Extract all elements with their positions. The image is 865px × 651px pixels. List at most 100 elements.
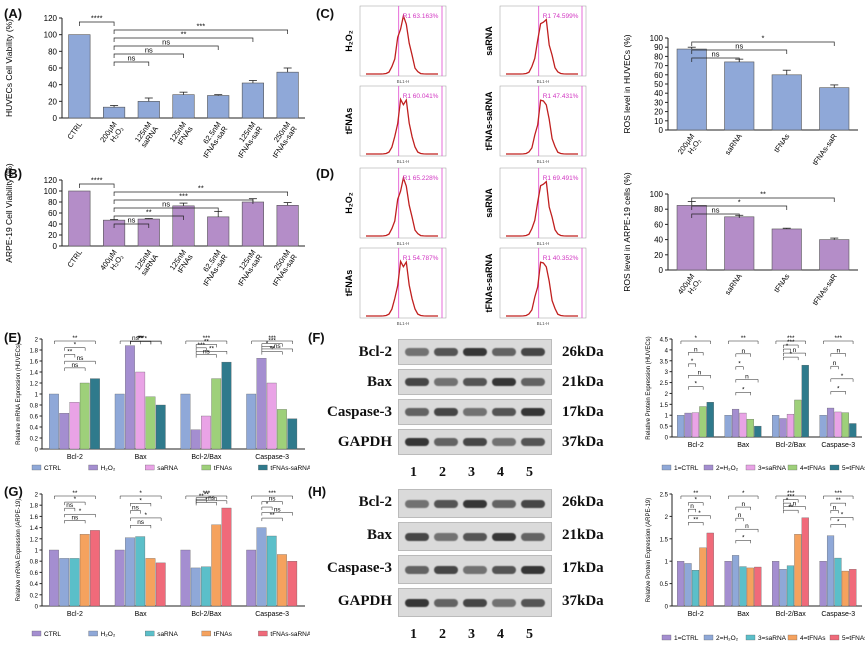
y-tick-label: 80 xyxy=(48,198,57,207)
bar xyxy=(256,358,267,450)
x-tick-label: 200μMH₂O₂ xyxy=(98,120,125,149)
y-tick-label: 2 xyxy=(665,515,669,521)
x-tick-label: Bax xyxy=(737,442,750,449)
significance-label: ns xyxy=(132,335,140,342)
legend-swatch xyxy=(661,634,672,641)
blot-band xyxy=(521,408,545,416)
legend-label: tFNAs-saRNA xyxy=(270,465,310,472)
y-tick-label: 2.5 xyxy=(660,381,669,387)
significance-label: *** xyxy=(196,22,205,31)
blot-band xyxy=(463,598,487,607)
significance-label: ** xyxy=(204,492,210,499)
significance-label: * xyxy=(694,497,697,504)
blot-protein-label: Bax xyxy=(366,374,392,390)
significance-bracket xyxy=(64,513,96,518)
significance-label: ** xyxy=(198,184,204,193)
y-tick-label: 50 xyxy=(654,80,663,89)
significance-label: * xyxy=(789,351,792,358)
significance-label: ns xyxy=(712,206,720,215)
significance-label: ** xyxy=(270,512,276,519)
chart-g-mrna-arpe19: 0 0.2 0.4 0.6 0.8 1 1.2 1.4 1.6 1.8 2 Relative mRNA… xyxy=(16,490,310,638)
significance-label: ns xyxy=(203,349,211,356)
significance-bracket xyxy=(195,347,207,351)
significance-bracket xyxy=(251,340,293,344)
bar xyxy=(155,562,166,607)
significance-bracket xyxy=(775,340,806,344)
blot-band xyxy=(463,565,487,574)
significance-bracket xyxy=(195,502,217,506)
bar xyxy=(137,218,160,247)
bar xyxy=(819,561,827,607)
y-tick-label: 2 xyxy=(35,338,39,344)
blot-lane-number: 3 xyxy=(468,465,475,480)
western-blot-h: Bcl-2 26kDa Bax 21kDa Caspase-3 17kDa GAPDH 37k… xyxy=(310,485,640,645)
significance-label: *** xyxy=(268,490,276,497)
bar xyxy=(79,382,90,450)
significance-label: ns xyxy=(145,46,153,55)
bar xyxy=(677,561,685,607)
significance-label: * xyxy=(266,501,269,508)
y-tick-label: 0 xyxy=(659,266,664,275)
x-tick-label: tFNAs xyxy=(772,272,791,294)
legend-label: tFNAs xyxy=(214,465,233,472)
significance-label: * xyxy=(742,386,745,393)
legend-label: 2=H₂O₂ xyxy=(716,465,739,472)
blot-band xyxy=(521,378,545,386)
bar xyxy=(786,413,795,438)
histogram-curve xyxy=(506,18,578,75)
legend-swatch xyxy=(745,464,756,471)
flow-sample-label: tFNAs xyxy=(344,108,354,135)
blot-lane-number: 2 xyxy=(439,627,446,642)
y-axis-title: ARPE-19 Cell Viability (%) xyxy=(4,163,14,263)
bar xyxy=(211,378,222,450)
legend-label: 5=tFNAs-saRNA xyxy=(842,465,865,472)
y-tick-label: 1.4 xyxy=(30,526,39,532)
flow-plot-frame xyxy=(359,247,447,319)
significance-label: ns xyxy=(77,355,85,362)
y-tick-label: 20 xyxy=(48,97,57,106)
significance-bracket xyxy=(113,45,219,50)
y-tick-label: 1.5 xyxy=(660,403,669,409)
blot-band xyxy=(405,348,429,356)
significance-bracket xyxy=(54,340,96,344)
blot-band xyxy=(463,408,487,416)
x-tick-label: Bcl-2 xyxy=(688,611,704,618)
bar xyxy=(145,396,156,450)
flow-sample-label: H₂O₂ xyxy=(344,30,354,52)
blot-kda-label: 21kDa xyxy=(562,374,604,390)
bar xyxy=(114,393,125,450)
y-tick-label: 1.6 xyxy=(30,360,39,366)
significance-bracket xyxy=(688,508,696,513)
bar xyxy=(180,549,191,607)
blot-band xyxy=(434,348,458,356)
flow-plot-frame xyxy=(499,167,587,239)
blot-lane-number: 4 xyxy=(497,627,504,642)
x-tick-label: tFNAs xyxy=(772,132,791,154)
bar xyxy=(241,82,264,119)
blot-band xyxy=(434,438,458,446)
significance-bracket xyxy=(783,502,791,507)
x-tick-label: Bcl-2 xyxy=(688,442,704,449)
bar xyxy=(677,415,685,438)
legend-label: 5=tFNAs-saRNA xyxy=(842,635,865,642)
y-tick-label: 0.6 xyxy=(30,571,39,577)
flow-x-axis: BL1-H xyxy=(397,321,410,326)
significance-bracket xyxy=(830,524,846,528)
significance-bracket xyxy=(195,351,228,355)
significance-label: * xyxy=(74,342,77,349)
bar xyxy=(246,549,257,607)
legend-swatch xyxy=(703,634,714,641)
bar xyxy=(684,412,692,438)
flow-sample-label: tFNAs xyxy=(344,270,354,297)
legend-label: saRNA xyxy=(157,465,178,472)
significance-bracket xyxy=(79,21,115,26)
significance-label: * xyxy=(742,490,745,497)
x-tick-label: Caspase-3 xyxy=(255,611,289,618)
blot-kda-label: 37kDa xyxy=(562,593,604,609)
significance-label: *** xyxy=(197,342,205,349)
significance-label: n xyxy=(833,504,837,511)
significance-label: n xyxy=(738,512,742,519)
significance-bracket xyxy=(64,501,86,506)
significance-label: ns xyxy=(71,362,79,369)
x-tick-label: 125nMsaRNA xyxy=(132,120,160,149)
